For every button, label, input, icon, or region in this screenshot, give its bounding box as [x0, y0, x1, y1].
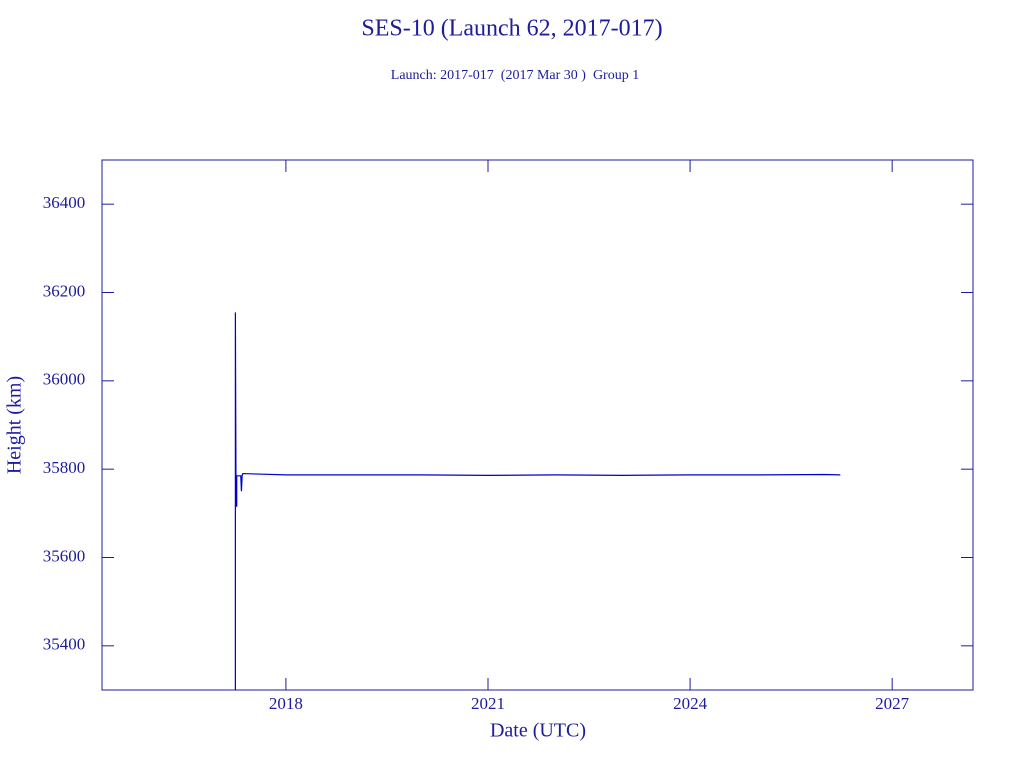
x-tick-label: 2024 [673, 694, 708, 713]
y-tick-label: 36400 [43, 193, 86, 212]
y-axis-label: Height (km) [4, 376, 26, 474]
plot-frame [101, 159, 974, 691]
y-tick-label: 35600 [43, 546, 86, 565]
y-tick-label: 36000 [43, 370, 86, 389]
y-tick-label: 36200 [43, 281, 86, 300]
y-tick-label: 35800 [43, 458, 86, 477]
x-tick-label: 2027 [875, 694, 910, 713]
x-tick-label: 2021 [471, 694, 505, 713]
chart-subtitle: Launch: 2017-017 (2017 Mar 30 ) Group 1 [391, 68, 639, 83]
x-tick-label: 2018 [269, 694, 303, 713]
chart-title: SES-10 (Launch 62, 2017-017) [361, 16, 662, 42]
y-tick-label: 35400 [43, 635, 86, 654]
data-line [234, 312, 841, 690]
x-axis-label: Date (UTC) [490, 720, 586, 742]
